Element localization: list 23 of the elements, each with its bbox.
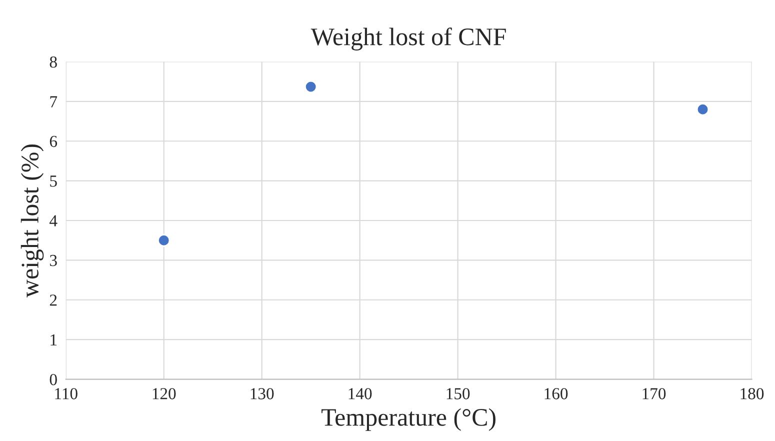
y-tick-label: 6 bbox=[50, 136, 58, 148]
x-tick-label: 180 bbox=[740, 388, 764, 400]
y-tick-label: 8 bbox=[50, 56, 57, 68]
y-tick-label: 5 bbox=[50, 176, 57, 187]
x-tick-label: 140 bbox=[348, 388, 372, 400]
y-tick-label: 0 bbox=[50, 374, 57, 386]
chart-title: Weight lost of CNF bbox=[310, 27, 506, 50]
point bbox=[304, 80, 318, 94]
y-tick-label: 4 bbox=[50, 215, 58, 226]
point bbox=[696, 102, 710, 116]
y-tick-label: 3 bbox=[50, 254, 57, 266]
x-tick-label: 130 bbox=[250, 388, 274, 400]
x-tick-label: 170 bbox=[642, 388, 666, 400]
y-tick-label: 1 bbox=[50, 334, 57, 346]
y-tick-label: 2 bbox=[50, 294, 57, 306]
y-tick-label: 7 bbox=[50, 96, 58, 108]
x-axis-title: Temperature (°C) bbox=[322, 408, 496, 431]
point bbox=[157, 234, 170, 247]
x-tick-label: 110 bbox=[55, 388, 78, 400]
x-tick-label: 120 bbox=[152, 388, 176, 400]
x-tick-label: 150 bbox=[446, 388, 470, 400]
x-tick-label: 160 bbox=[544, 388, 568, 400]
y-axis-title: weight lost (%) bbox=[20, 144, 44, 298]
